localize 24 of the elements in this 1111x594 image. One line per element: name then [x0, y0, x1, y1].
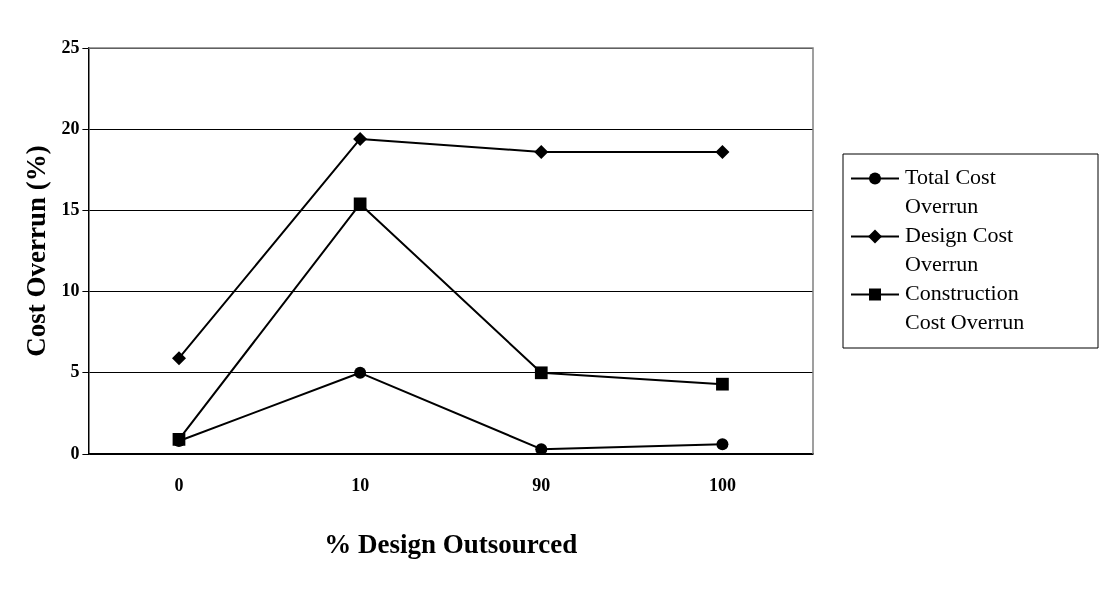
point: [534, 366, 548, 380]
x-tick-label: 10: [351, 475, 370, 496]
point: [534, 144, 549, 159]
y-tick-label: 10: [61, 280, 80, 301]
y-axis-title: Cost Overrun (%): [21, 145, 52, 357]
point: [716, 377, 729, 391]
point: [716, 438, 729, 451]
x-tick-label: 0: [174, 475, 184, 496]
legend-label: Construction Cost Overrun: [905, 280, 1025, 335]
point: [715, 144, 730, 159]
legend-label: Total Cost Overrun: [905, 164, 996, 219]
point: [171, 351, 186, 366]
y-tick-label: 5: [70, 361, 80, 382]
x-tick-label: 90: [532, 475, 551, 496]
x-axis-title: % Design Outsourced: [324, 528, 578, 559]
legend-label: Design Cost Overrun: [905, 222, 1014, 277]
point: [353, 131, 368, 146]
y-tick-label: 15: [61, 199, 80, 220]
point: [535, 443, 548, 454]
y-tick-label: 0: [70, 442, 80, 463]
y-tick-label: 20: [61, 117, 80, 138]
y-tick-label: 25: [61, 36, 80, 57]
x-tick-label: 100: [708, 475, 736, 496]
point: [354, 366, 367, 379]
